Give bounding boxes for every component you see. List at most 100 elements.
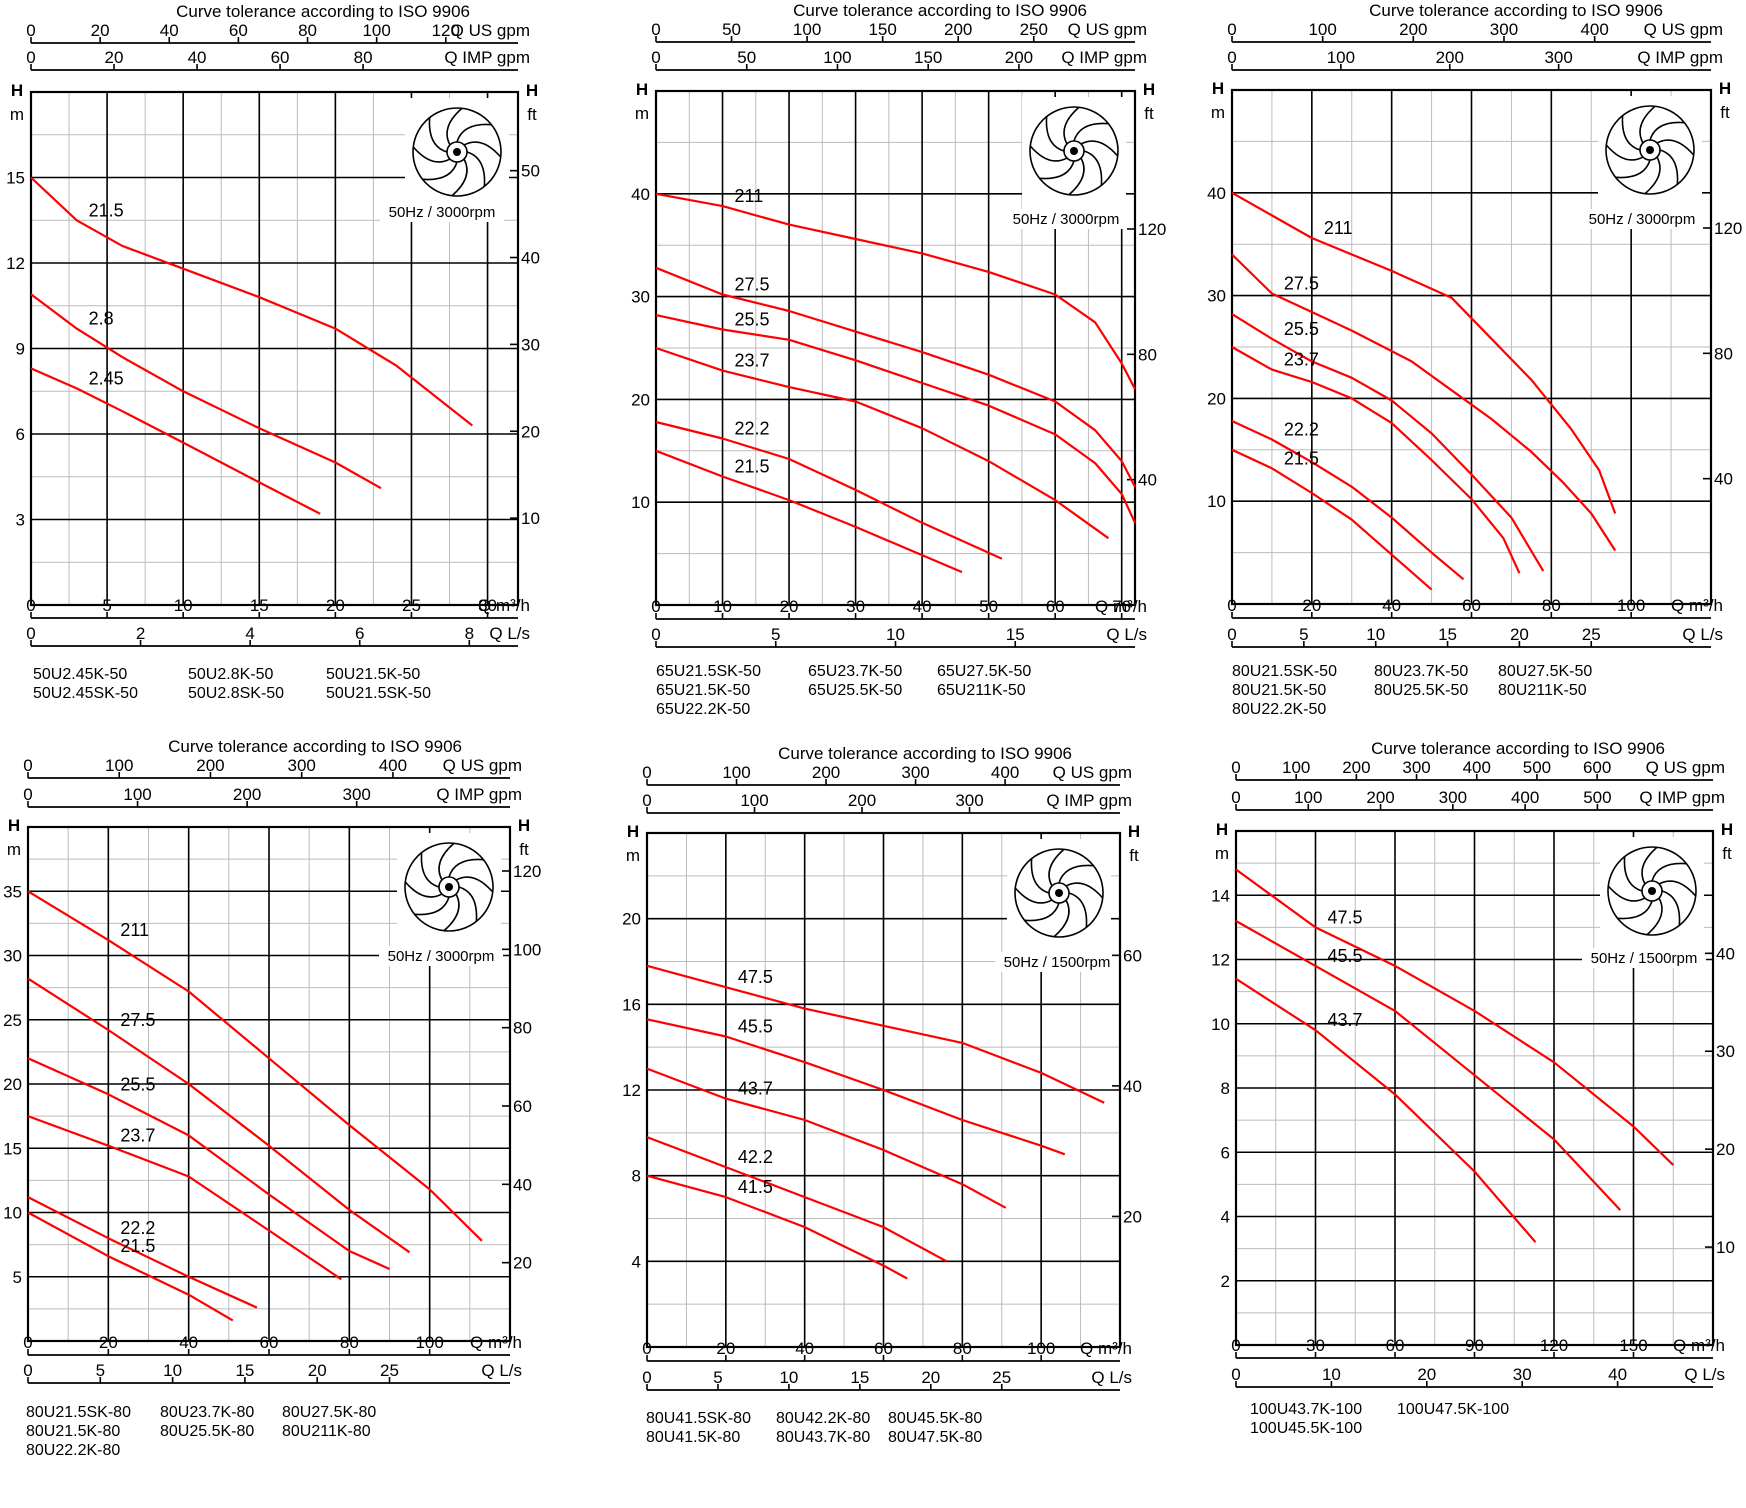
plot-frame [26, 825, 512, 1343]
y-axis-unit: m [635, 104, 649, 123]
ft-tick-label: 40 [1714, 470, 1733, 489]
performance-curves: 211 27.5 25.5 23.7 22.221.5 [27, 890, 483, 1322]
model-name: 80U27.5K-80 [282, 1404, 376, 1421]
impgpm-scale-tick-label: 80 [354, 48, 373, 67]
model-name: 80U211K-80 [282, 1423, 371, 1440]
curve-label: 211 [1324, 218, 1353, 238]
impeller-vane [1029, 145, 1068, 162]
model-name: 80U43.7K-80 [776, 1429, 870, 1446]
impeller-vane [1649, 121, 1685, 141]
usgpm-scale: 0 50 100 150 200 250 Q US gpm [651, 20, 1147, 43]
ls-scale-tick-label: 40 [1608, 1365, 1627, 1384]
usgpm-scale-tick-label: 300 [901, 763, 929, 782]
impgpm-scale-tick-label: 200 [1366, 788, 1394, 807]
usgpm-scale-tick-label: 0 [1231, 758, 1240, 777]
model-name: 65U211K-50 [937, 682, 1026, 699]
m3h-scale: 0 20 40 60 80 100 Q m³/h [1227, 596, 1723, 619]
usgpm-scale-tick-label: 60 [229, 21, 248, 40]
m3h-scale-tick-label: 80 [953, 1339, 972, 1358]
curve-23.7 [655, 346, 1110, 540]
curve-27.5 [27, 977, 411, 1254]
y-axis-label: H [636, 80, 648, 99]
y-axis-label: H [8, 816, 20, 835]
y-tick-label: 12 [6, 254, 25, 273]
impeller-icon [1014, 848, 1104, 938]
usgpm-scale-tick-label: 100 [1308, 20, 1336, 39]
ls-scale-tick-label: 10 [163, 1361, 182, 1380]
curve-label: 41.5 [738, 1177, 773, 1197]
impeller-vane [443, 893, 460, 932]
ft-axis-unit: ft [519, 840, 529, 859]
impeller-vane [1641, 846, 1658, 885]
usgpm-scale-tick-label: 200 [944, 20, 972, 39]
ft-tick-label: 60 [1123, 946, 1142, 965]
y-tick-label: 6 [16, 425, 25, 444]
usgpm-scale: 0 100 200 300 400 Q US gpm [642, 763, 1132, 786]
performance-curves: 47.5 45.5 43.7 [1235, 868, 1675, 1243]
impgpm-scale-tick-label: 100 [740, 791, 768, 810]
impeller-vane [455, 876, 494, 893]
curve-label: 27.5 [120, 1010, 155, 1030]
y-tick-label: 8 [632, 1167, 641, 1186]
y-tick-label: 15 [3, 1139, 22, 1158]
usgpm-scale-tick-label: 400 [1463, 758, 1491, 777]
impeller-vane [412, 146, 451, 163]
curve-label: 45.5 [738, 1016, 773, 1036]
model-list: 80U41.5SK-80 80U41.5K-80 80U42.2K-80 80U43.… [646, 1410, 982, 1446]
impgpm-scale-tick-label: 300 [955, 791, 983, 810]
ft-axis-unit: ft [1129, 846, 1139, 865]
impeller-vane [1083, 150, 1103, 186]
ft-tick-label: 20 [1716, 1140, 1735, 1159]
ft-tick-label: 80 [1714, 344, 1733, 363]
usgpm-scale-tick-label: 40 [160, 21, 179, 40]
ls-scale-unit: Q L/s [1684, 1365, 1725, 1384]
m3h-scale-tick-label: 150 [1619, 1336, 1647, 1355]
curve-25.5 [655, 314, 1136, 524]
ls-scale: 0 5 10 15 20 25 Q L/s [23, 1361, 522, 1384]
curve-45.5 [1235, 920, 1622, 1211]
ls-scale-tick-label: 0 [23, 1361, 32, 1380]
impeller-vane [1617, 900, 1653, 920]
impeller-backdrop [397, 833, 501, 953]
impeller-icon [412, 107, 502, 197]
impgpm-scale-unit: Q IMP gpm [1637, 48, 1723, 67]
impeller-vane [1039, 160, 1075, 180]
m3h-scale-unit: Q m³/h [478, 596, 530, 615]
ft-tick-label: 120 [513, 862, 541, 881]
impeller-vane [1607, 885, 1646, 902]
speed-label: 50Hz / 3000rpm [389, 204, 496, 221]
ls-scale-tick-label: 25 [380, 1361, 399, 1380]
m3h-scale-tick-label: 30 [846, 597, 865, 616]
m3h-scale-tick-label: 100 [1617, 596, 1645, 615]
impeller-vane [1065, 882, 1104, 899]
model-name: 80U25.5K-50 [1374, 682, 1468, 699]
impeller-vane [1068, 157, 1085, 196]
curve-label: 43.7 [1328, 1010, 1363, 1030]
impeller-vane [1615, 159, 1651, 179]
impeller-vane [1656, 139, 1695, 156]
impeller-vane [1024, 902, 1060, 922]
ft-axis-label: H [1143, 80, 1155, 99]
model-name: 80U42.2K-80 [776, 1410, 870, 1427]
y-axis-unit: m [626, 846, 640, 865]
impeller-vane [438, 842, 455, 881]
usgpm-scale-tick-label: 200 [812, 763, 840, 782]
usgpm-scale-tick-label: 0 [642, 763, 651, 782]
ls-scale-tick-label: 15 [235, 1361, 254, 1380]
curve-22.2 [1231, 420, 1465, 581]
ls-scale: 0 10 20 30 40 Q L/s [1231, 1365, 1725, 1388]
impeller-vane [1053, 899, 1070, 938]
plot-frame [29, 90, 520, 607]
impgpm-scale-tick-label: 500 [1583, 788, 1611, 807]
ls-scale-tick-label: 8 [465, 624, 474, 643]
impgpm-scale-tick-label: 150 [914, 48, 942, 67]
ls-scale-unit: Q L/s [489, 624, 530, 643]
impeller-vane [451, 158, 468, 197]
ls-scale-tick-label: 10 [779, 1368, 798, 1387]
model-name: 80U27.5K-50 [1498, 663, 1592, 680]
ft-tick-label: 50 [521, 162, 540, 181]
impgpm-scale-tick-label: 200 [233, 785, 261, 804]
impeller-vane [1621, 115, 1641, 151]
